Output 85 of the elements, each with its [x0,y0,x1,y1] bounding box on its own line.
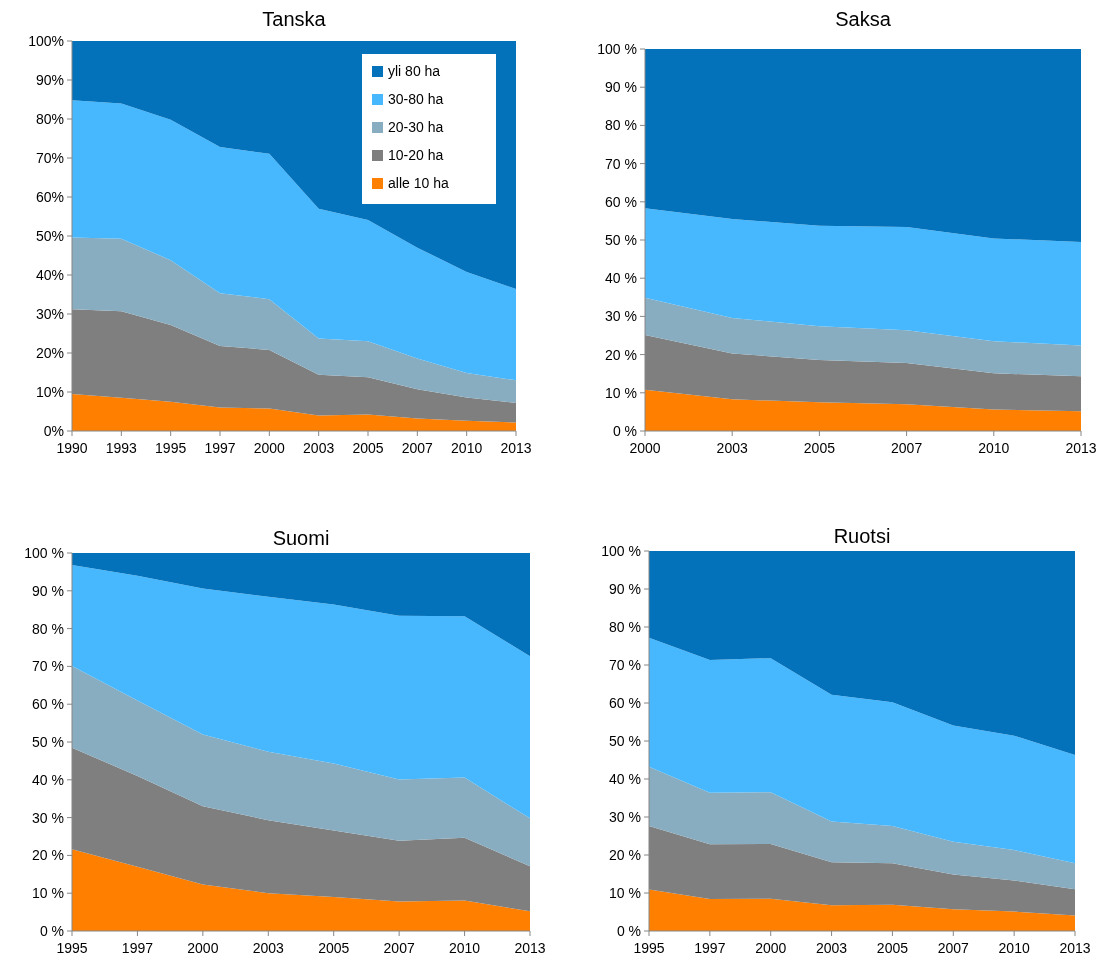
y-tick-label: 60 % [32,696,64,713]
y-tick-label: 100% [28,32,64,49]
y-tick-label: 0 % [612,422,637,439]
y-tick-label: 80 % [609,618,641,635]
x-tick-label: 2007 [937,940,970,956]
y-tick-label: 80% [35,110,64,127]
x-tick-label: 1997 [204,440,236,456]
y-tick-label: 100 % [24,544,64,561]
y-tick-label: 20 % [605,346,637,363]
x-tick-label: 2013 [514,940,546,956]
legend-label: yli 80 ha [388,63,441,79]
y-tick-label: 60% [35,188,64,205]
x-tick-label: 2000 [755,940,787,956]
x-tick-label: 2007 [401,440,434,456]
y-tick-label: 40 % [609,770,641,787]
y-tick-label: 80 % [32,620,64,637]
x-tick-label: 1995 [56,940,88,956]
y-tick-label: 70 % [32,658,64,675]
y-tick-label: 50 % [609,732,641,749]
y-tick-label: 100 % [597,40,637,57]
legend-label: 30-80 ha [388,91,444,107]
x-tick-label: 2013 [1059,940,1091,956]
x-tick-label: 1997 [694,940,726,956]
y-tick-label: 20 % [32,847,64,864]
x-tick-label: 2010 [451,440,483,456]
x-tick-label: 2005 [876,940,909,956]
x-tick-label: 1995 [155,440,187,456]
y-tick-label: 40 % [605,270,637,287]
legend-label: 10-20 ha [388,147,444,163]
y-tick-label: 40 % [32,771,64,788]
x-tick-label: 1997 [121,940,154,956]
y-tick-label: 70 % [605,155,637,172]
y-tick-label: 40% [35,266,64,283]
x-tick-label: 2000 [253,440,286,456]
y-tick-label: 80 % [605,117,637,134]
y-tick-label: 20% [35,344,64,361]
y-tick-label: 100 % [601,542,641,559]
y-tick-label: 60 % [605,193,637,210]
legend-label: 20-30 ha [388,119,444,135]
chart-title: Ruotsi [833,525,891,547]
x-tick-label: 1990 [56,440,88,456]
y-tick-label: 30 % [605,308,637,325]
x-tick-label: 2003 [303,440,335,456]
x-tick-label: 2000 [187,940,219,956]
y-tick-label: 90 % [609,580,641,597]
x-tick-label: 2013 [500,440,532,456]
y-tick-label: 10% [35,383,64,400]
y-tick-label: 20 % [609,846,641,863]
y-tick-label: 70% [35,149,64,166]
y-tick-label: 90% [35,71,64,88]
y-tick-label: 10 % [605,384,637,401]
y-tick-label: 0 % [39,922,64,939]
y-tick-label: 70 % [609,656,641,673]
y-tick-label: 0% [43,422,64,439]
x-tick-label: 2007 [891,440,923,456]
chart-title: Tanska [262,8,327,30]
x-tick-label: 2003 [252,940,285,956]
x-tick-label: 2005 [803,440,836,456]
y-tick-label: 0 % [616,922,641,939]
y-tick-label: 10 % [32,885,64,902]
y-tick-label: 30 % [609,808,641,825]
y-tick-label: 60 % [609,694,641,711]
y-tick-label: 50% [35,227,64,244]
y-tick-label: 90 % [605,79,637,96]
x-tick-label: 2007 [383,940,415,956]
x-tick-label: 1993 [105,440,138,456]
legend-label: alle 10 ha [388,175,449,191]
chart-title: Saksa [835,8,892,30]
x-tick-label: 2010 [998,940,1030,956]
y-tick-label: 50 % [605,231,637,248]
x-tick-label: 2013 [1065,440,1097,456]
y-tick-label: 30% [35,305,64,322]
x-tick-label: 2010 [448,940,481,956]
y-tick-label: 90 % [32,582,64,599]
y-tick-label: 30 % [32,809,64,826]
x-tick-label: 2005 [318,940,350,956]
chart-title: Suomi [272,527,330,549]
y-tick-label: 10 % [609,884,641,901]
x-tick-label: 1995 [633,940,665,956]
x-tick-label: 2003 [716,440,748,456]
x-tick-label: 2005 [352,440,384,456]
x-tick-label: 2003 [815,940,848,956]
x-tick-label: 2000 [629,440,661,456]
x-tick-label: 2010 [978,440,1010,456]
y-tick-label: 50 % [32,733,64,750]
